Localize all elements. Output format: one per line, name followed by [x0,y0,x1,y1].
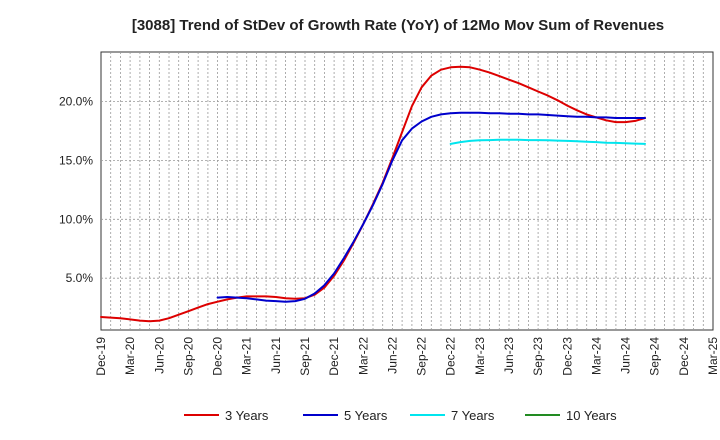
x-tick-label: Sep-24 [648,337,662,376]
legend-label-7-years: 7 Years [451,408,495,423]
grid [101,52,713,330]
legend-label-3-years: 3 Years [225,408,269,423]
x-tick-label: Sep-21 [298,337,312,376]
y-tick-label: 10.0% [59,212,93,226]
x-tick-label: Sep-20 [181,337,195,376]
x-tick-label: Dec-20 [211,337,225,376]
x-tick-label: Sep-23 [531,337,545,376]
x-tick-label: Dec-22 [444,337,458,376]
plot-area [100,51,714,331]
x-tick-label: Dec-23 [560,337,574,376]
y-tick-label: 15.0% [59,153,93,167]
x-tick-label: Sep-22 [415,337,429,376]
series-group [100,65,646,323]
x-tick-label: Jun-21 [269,337,283,374]
x-tick-label: Mar-21 [240,337,254,375]
x-tick-label: Jun-20 [152,337,166,374]
y-tick-label: 5.0% [66,271,94,285]
chart-title: [3088] Trend of StDev of Growth Rate (Yo… [132,17,664,34]
x-tick-label: Mar-23 [473,337,487,375]
x-tick-label: Jun-24 [619,337,633,374]
x-tick-label: Dec-21 [327,337,341,376]
x-tick-label: Mar-20 [123,337,137,375]
series-line-7-years [449,138,646,145]
y-axis: 5.0% 10.0% 15.0% 20.0% [59,95,93,286]
x-tick-label: Jun-23 [502,337,516,374]
x-tick-label: Dec-24 [677,337,691,376]
series-line-5-years [216,111,646,303]
x-tick-label: Mar-25 [706,337,720,375]
x-axis: Dec-19 Mar-20 Jun-20 Sep-20 Dec-20 Mar-21 Jun-… [94,337,720,376]
x-tick-label: Mar-24 [589,337,603,375]
x-tick-label: Mar-22 [356,337,370,375]
x-tick-label: Dec-19 [94,337,108,376]
y-tick-label: 20.0% [59,95,93,109]
x-tick-label: Jun-22 [385,337,399,374]
legend: 3 Years 5 Years 7 Years 10 Years [184,408,617,423]
legend-label-10-years: 10 Years [566,408,617,423]
legend-label-5-years: 5 Years [344,408,388,423]
